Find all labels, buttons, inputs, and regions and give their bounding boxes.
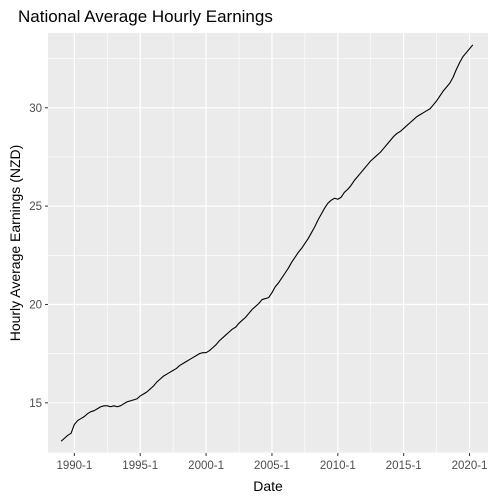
- x-tick-label: 2020-1: [452, 460, 488, 472]
- y-axis: 15 20 25 30: [29, 103, 48, 410]
- grid-major: [48, 33, 488, 453]
- series-line-earnings: [60, 44, 474, 442]
- y-axis-label: Hourly Average Earnings (NZD): [7, 145, 23, 342]
- y-tick-label: 15: [29, 398, 42, 410]
- x-tick-label: 1990-1: [56, 460, 92, 472]
- y-tick-label: 30: [29, 103, 42, 115]
- x-tick-label: 2010-1: [320, 460, 356, 472]
- x-tick-label: 2015-1: [386, 460, 422, 472]
- x-tick-label: 2005-1: [254, 460, 290, 472]
- grid-minor: [48, 33, 488, 453]
- x-tick-label: 1995-1: [122, 460, 158, 472]
- x-tick-label: 2000-1: [188, 460, 224, 472]
- x-axis-label: Date: [253, 478, 283, 494]
- plot-panel: [48, 33, 488, 453]
- x-axis: 1990-1 1995-1 2000-1 2005-1 2010-1 2015-1 2020…: [56, 453, 487, 472]
- chart-title: National Average Hourly Earnings: [18, 7, 273, 26]
- y-tick-label: 25: [29, 201, 42, 213]
- y-tick-label: 20: [29, 299, 42, 311]
